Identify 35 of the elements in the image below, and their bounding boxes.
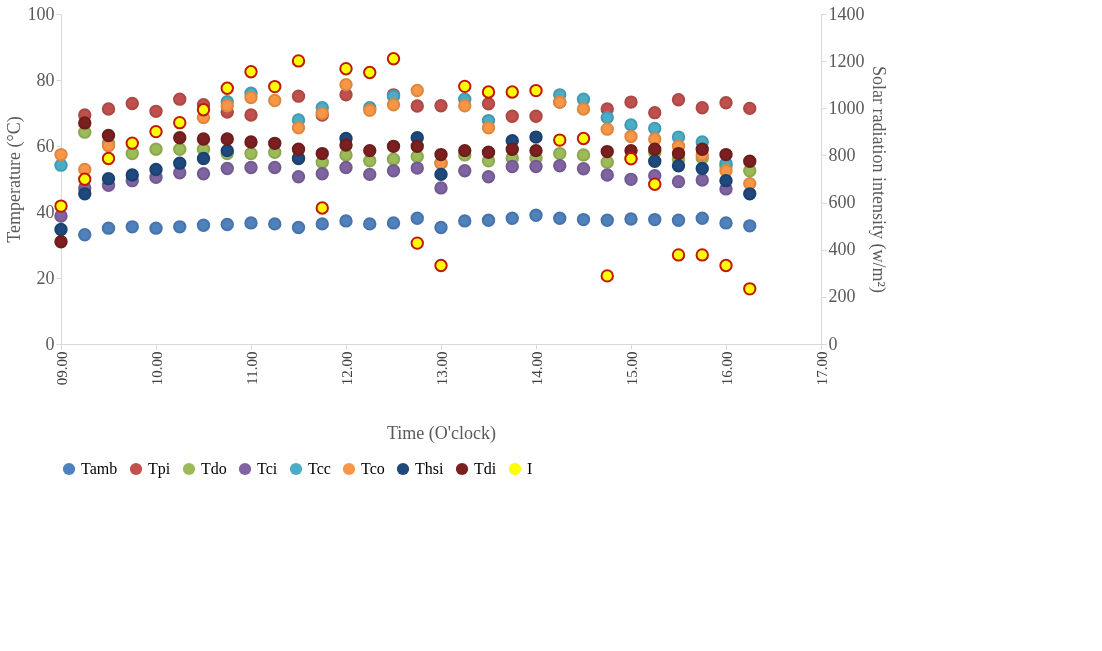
y2-tick-label: 1200: [828, 50, 865, 71]
legend-label: Tamb: [81, 460, 118, 477]
y-tick-label: 0: [45, 333, 55, 354]
x-tick-label: 11.00: [243, 351, 260, 385]
y-tick-label: 100: [27, 3, 55, 24]
y-tick-label: 80: [36, 69, 55, 90]
legend-label: Thsi: [415, 460, 444, 477]
x-tick-label: 13.00: [433, 351, 450, 386]
x-tick-label: 12.00: [338, 351, 355, 386]
legend-label: Tco: [361, 460, 385, 477]
y2-tick-label: 600: [828, 192, 856, 213]
y2-tick-label: 0: [828, 333, 838, 354]
y-axis-title: Temperature (°C): [3, 116, 25, 243]
x-tick-label: 09.00: [53, 351, 70, 386]
legend-label: Tcc: [308, 460, 331, 477]
x-tick-label: 14.00: [528, 351, 545, 386]
y2-tick-label: 400: [828, 239, 856, 260]
x-axis-title: Time (O'clock): [386, 423, 497, 445]
y2-tick-label: 200: [828, 286, 856, 307]
x-tick-label: 16.00: [718, 351, 735, 386]
y-tick-label: 60: [36, 135, 55, 156]
legend-label: Tdi: [474, 460, 497, 477]
y2-axis-title: Solar radiation intensity (w/m²): [867, 66, 889, 293]
y2-tick-label: 1000: [828, 97, 865, 118]
legend-label: Tdo: [201, 460, 227, 477]
y2-tick-label: 800: [828, 144, 856, 165]
y-tick-label: 20: [36, 267, 55, 288]
y2-tick-label: 1400: [828, 3, 865, 24]
legend-label: Tpi: [148, 460, 171, 478]
legend-label: I: [527, 460, 533, 477]
x-tick-label: 17.00: [813, 351, 830, 386]
y-tick-label: 40: [36, 201, 55, 222]
x-tick-label: 15.00: [623, 351, 640, 386]
x-tick-label: 10.00: [148, 351, 165, 386]
legend-label: Tci: [257, 460, 278, 477]
